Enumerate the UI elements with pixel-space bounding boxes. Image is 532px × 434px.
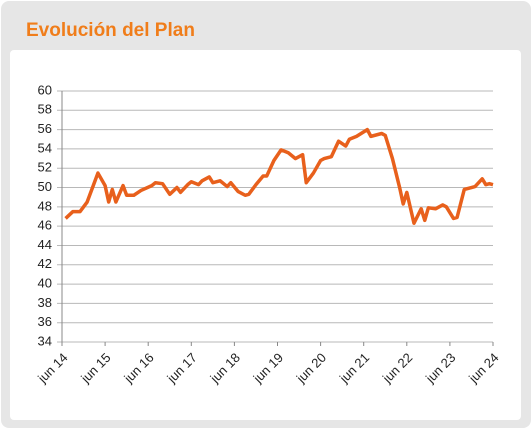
- plot-panel: [10, 50, 521, 420]
- y-tick-label: 50: [38, 179, 52, 194]
- y-tick-label: 42: [38, 256, 52, 271]
- y-tick-label: 54: [38, 140, 52, 155]
- y-tick-label: 48: [38, 198, 52, 213]
- y-tick-label: 38: [38, 295, 52, 310]
- y-tick-label: 36: [38, 314, 52, 329]
- y-tick-label: 58: [38, 102, 52, 117]
- y-tick-label: 34: [38, 333, 52, 348]
- y-tick-label: 60: [38, 82, 52, 97]
- y-tick-label: 56: [38, 121, 52, 136]
- y-tick-label: 40: [38, 276, 52, 291]
- y-tick-label: 46: [38, 218, 52, 233]
- chart-title: Evolución del Plan: [26, 20, 195, 41]
- y-tick-label: 52: [38, 160, 52, 175]
- y-tick-label: 44: [38, 237, 52, 252]
- data-line: [64, 127, 494, 226]
